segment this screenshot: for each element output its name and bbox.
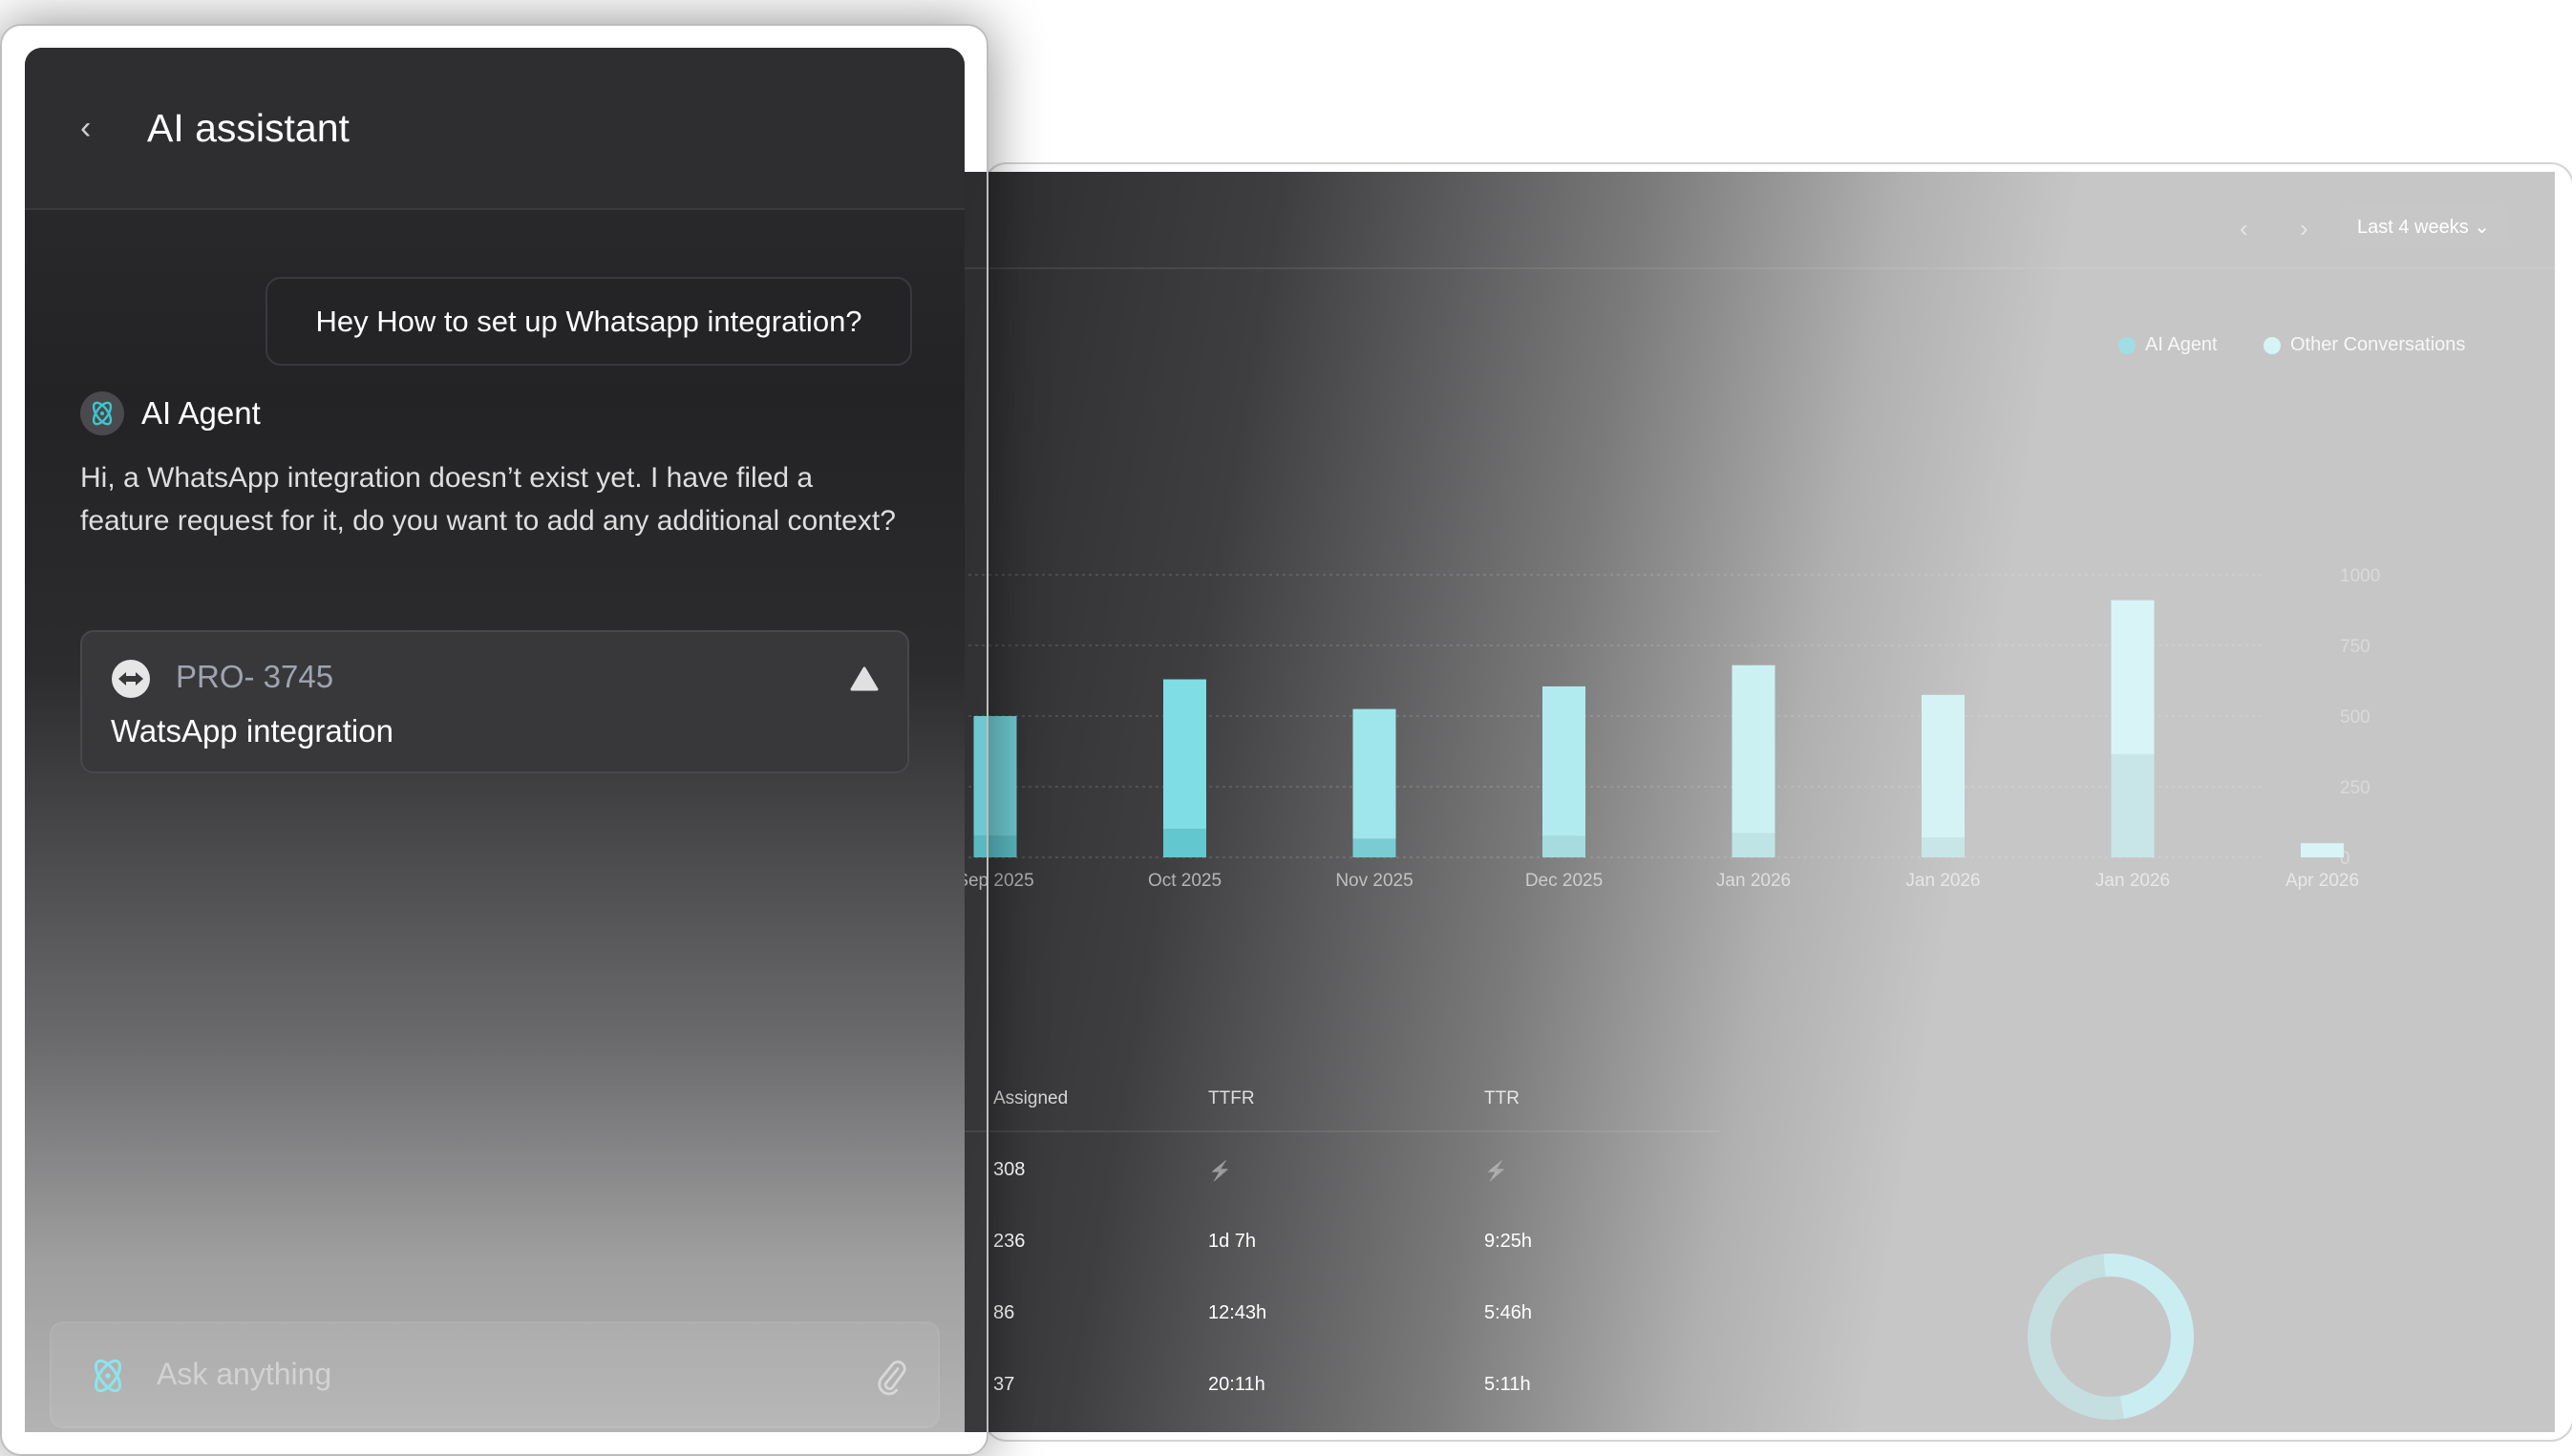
date-range-dropdown[interactable]: Last 4 weeks ⌄	[2340, 206, 2507, 248]
bar-other-conversations	[1163, 679, 1206, 830]
donut-chart	[2028, 1254, 2194, 1420]
col-assigned: Assigned	[993, 1088, 1069, 1108]
legend-dot	[2118, 336, 2136, 354]
analytics-dashboard: ‹ › Last 4 weeks ⌄ AI Agent Other Conver…	[955, 172, 2555, 1432]
col-ttfr: TTFR	[1208, 1088, 1255, 1108]
x-tick-label: Dec 2025	[1525, 871, 1603, 891]
table-cell: 1d 7h	[1208, 1231, 1257, 1252]
ai-assistant-panel: ‹ AI assistant Hey How to set up Whatsap…	[25, 48, 965, 1432]
legend-dot	[2264, 336, 2281, 354]
ticket-id: PRO- 3745	[176, 659, 334, 694]
bar-other-conversations	[973, 716, 1017, 836]
ask-input[interactable]	[157, 1350, 825, 1398]
x-tick-label: Apr 2026	[2285, 871, 2359, 891]
y-tick-label: 250	[2340, 778, 2370, 798]
ticket-card[interactable]: PRO- 3745 WatsApp integration	[80, 630, 909, 773]
bar-ai-agent	[1732, 833, 1775, 857]
legend-other: Other Conversations	[2264, 334, 2465, 356]
avatar	[80, 391, 124, 435]
table-cell: 9:25h	[1484, 1231, 1533, 1252]
atom-icon	[94, 1359, 122, 1393]
chevron-right-icon[interactable]: ›	[2300, 214, 2308, 243]
bar-ai-agent	[1922, 837, 1965, 857]
ticket-title: WatsApp integration	[111, 713, 393, 749]
paperclip-icon[interactable]	[875, 1358, 907, 1396]
bar-other-conversations	[1732, 665, 1775, 834]
agent-header: AI Agent	[80, 391, 261, 435]
bar-other-conversations	[1542, 686, 1585, 836]
y-tick-label: 0	[2340, 849, 2350, 869]
y-tick-label: 750	[2340, 637, 2370, 657]
bar-ai-agent	[2111, 753, 2155, 857]
table-cell: 37	[993, 1374, 1015, 1395]
x-tick-label: Oct 2025	[1148, 871, 1222, 891]
atom-icon	[92, 401, 113, 426]
x-tick-label: Jan 2026	[1716, 871, 1791, 891]
chat-input[interactable]	[50, 1321, 940, 1428]
chevron-left-icon[interactable]: ‹	[80, 109, 92, 146]
lightning-icon: ⚡	[1484, 1161, 1508, 1182]
x-tick-label: Jan 2026	[1905, 871, 1980, 891]
x-tick-label: Jan 2026	[2095, 871, 2170, 891]
bar-other-conversations	[2111, 600, 2155, 754]
user-message: Hey How to set up Whatsapp integration?	[266, 277, 912, 366]
x-tick-label: Nov 2025	[1335, 871, 1413, 891]
donut-segment	[2028, 1254, 2194, 1420]
agent-message: Hi, a WhatsApp integration doesn’t exist…	[80, 462, 896, 537]
bar-other-conversations	[2301, 843, 2344, 857]
table-cell: 308	[993, 1159, 1026, 1180]
bar-ai-agent	[1542, 835, 1585, 857]
table-cell: 5:11h	[1484, 1374, 1531, 1395]
legend-ai-agent: AI Agent	[2118, 334, 2218, 356]
bar-other-conversations	[1352, 708, 1396, 839]
bar-ai-agent	[1163, 829, 1206, 857]
chevron-down-icon: ⌄	[2474, 217, 2491, 238]
triangle-up-icon	[850, 666, 879, 691]
bar-ai-agent	[973, 835, 1017, 857]
y-tick-label: 1000	[2340, 566, 2380, 586]
table-cell: 12:43h	[1208, 1302, 1267, 1323]
table-cell: 5:46h	[1484, 1302, 1533, 1323]
bar-ai-agent	[1352, 838, 1396, 857]
bar-other-conversations	[1922, 694, 1965, 838]
agent-name: AI Agent	[141, 395, 261, 431]
col-ttr: TTR	[1484, 1088, 1520, 1108]
divider	[955, 1130, 1719, 1132]
divider	[955, 267, 2555, 269]
chevron-left-icon[interactable]: ‹	[2240, 214, 2248, 243]
lightning-icon: ⚡	[1208, 1161, 1232, 1182]
table-cell: 86	[993, 1302, 1015, 1323]
y-tick-label: 500	[2340, 707, 2370, 728]
page-title: AI assistant	[147, 105, 350, 150]
table-cell: 20:11h	[1208, 1374, 1265, 1395]
conversations-bar-chart: 0 250 500 750 1000 Sep 2025 Oct 2025 Nov 2025 De…	[955, 566, 2380, 891]
table-cell: 236	[993, 1231, 1026, 1252]
integration-icon	[112, 660, 150, 698]
panel-header: ‹ AI assistant	[25, 48, 965, 210]
x-tick-label: Sep 2025	[956, 871, 1033, 891]
